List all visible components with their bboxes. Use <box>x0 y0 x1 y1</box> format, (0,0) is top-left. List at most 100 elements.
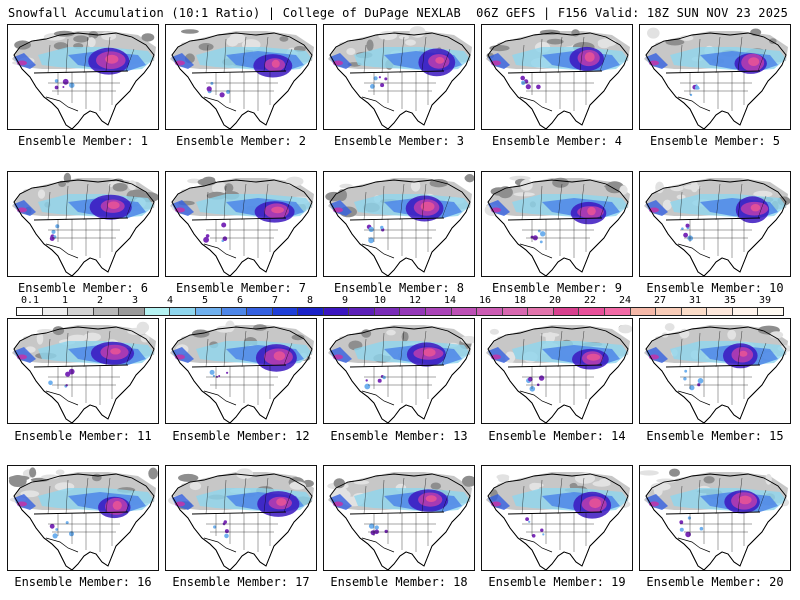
us-mexico-border <box>361 243 395 259</box>
peak-snow-core <box>110 348 121 355</box>
ensemble-panel <box>639 465 791 571</box>
colorbar-swatch <box>707 308 733 315</box>
mountain-snow-spot <box>536 383 540 387</box>
province-boundary <box>83 477 89 515</box>
snow-patch <box>73 35 89 43</box>
us-mexico-border <box>203 243 237 259</box>
snow-patch <box>405 39 416 46</box>
mountain-snow-spot <box>373 76 378 81</box>
province-boundary <box>47 191 51 221</box>
province-boundary <box>599 342 609 366</box>
snow-patch <box>285 176 304 187</box>
snow-patch <box>581 42 590 49</box>
province-boundary <box>381 479 385 515</box>
mountain-snow-spot <box>687 235 693 241</box>
snow-patch <box>53 42 68 50</box>
coastline <box>329 473 471 570</box>
ensemble-member-label: Ensemble Member: 16 <box>14 575 152 589</box>
mountain-snow-spot <box>51 229 56 234</box>
ensemble-map <box>8 172 158 276</box>
snow-patch <box>497 186 513 199</box>
peak-snow-core <box>420 201 435 212</box>
colorbar-swatch <box>502 308 529 315</box>
ensemble-member-label: Ensemble Member: 17 <box>172 575 310 589</box>
us-mexico-border <box>361 537 395 553</box>
us-mexico-border <box>677 390 711 406</box>
mountain-snow-spot <box>380 83 385 88</box>
mountain-snow-spot <box>210 81 214 85</box>
mountain-snow-spot <box>68 368 75 375</box>
province-boundary <box>381 185 385 221</box>
mountain-snow-spot <box>226 371 229 374</box>
snow-patch <box>386 329 396 336</box>
us-mexico-border <box>203 96 237 112</box>
province-boundary <box>263 477 269 513</box>
snow-patch <box>520 179 533 191</box>
ensemble-map <box>324 466 474 570</box>
us-canada-border <box>349 217 445 221</box>
us-canada-border <box>665 511 761 515</box>
snow-patch <box>178 473 199 482</box>
mountain-snow-spot <box>694 85 700 90</box>
mountain-snow-spot <box>540 528 544 532</box>
colorbar-tick: 18 <box>513 295 527 306</box>
ensemble-map <box>8 466 158 570</box>
snow-patch <box>211 182 228 194</box>
snow-patch <box>574 472 596 484</box>
colorbar-swatch <box>681 308 708 315</box>
ensemble-panel <box>165 171 317 277</box>
province-boundary <box>105 330 111 366</box>
coastline <box>487 179 629 276</box>
colorbar-tick: 31 <box>688 295 702 306</box>
us-canada-border <box>191 70 287 74</box>
province-boundary <box>363 191 367 221</box>
mountain-snow-spot <box>529 386 536 392</box>
mountain-snow-spot <box>687 516 691 520</box>
snow-patch <box>669 468 680 477</box>
mountain-snow-spot <box>65 371 71 377</box>
peak-snow-core <box>748 57 760 66</box>
mountain-snow-spot <box>536 84 541 90</box>
coastline <box>171 179 313 276</box>
ensemble-member-label: Ensemble Member: 5 <box>649 134 781 148</box>
mountain-snow-spot <box>54 85 59 90</box>
ensemble-map <box>8 319 158 423</box>
us-canada-border <box>33 70 129 74</box>
snow-patch <box>41 474 60 480</box>
peak-snow-core <box>271 206 284 214</box>
colorbar-swatch <box>374 308 401 315</box>
mountain-snow-spot <box>368 226 374 232</box>
us-mexico-border <box>677 96 711 112</box>
ensemble-member-label: Ensemble Member: 19 <box>488 575 626 589</box>
province-boundary <box>599 195 609 219</box>
ensemble-map <box>482 172 632 276</box>
province-boundary <box>205 191 209 221</box>
province-boundary <box>539 332 543 368</box>
us-mexico-border <box>45 243 79 259</box>
province-boundary <box>557 36 563 74</box>
ensemble-panel <box>323 24 475 130</box>
snow-patch <box>597 38 617 47</box>
snow-patch <box>339 183 353 189</box>
snow-patch <box>8 475 30 481</box>
snow-patch <box>236 468 254 479</box>
snow-patch <box>226 36 239 47</box>
province-boundary <box>539 185 543 221</box>
us-mexico-border <box>519 243 553 259</box>
snow-patch <box>112 182 128 192</box>
ensemble-panel <box>323 318 475 424</box>
snow-patch <box>509 175 531 181</box>
colorbar-swatch <box>451 308 478 315</box>
us-mexico-border <box>361 390 395 406</box>
run-info: 06Z GEFS | F156 Valid: 18Z SUN NOV 23 20… <box>476 6 788 20</box>
coastline <box>13 32 155 129</box>
province-boundary <box>205 485 209 515</box>
snow-patch <box>409 26 426 38</box>
mountain-snow-spot <box>684 369 688 373</box>
province-boundary <box>579 36 585 72</box>
province-boundary <box>757 342 767 366</box>
ensemble-panel <box>165 318 317 424</box>
peak-snow-core <box>271 59 280 68</box>
ensemble-member-label: Ensemble Member: 14 <box>488 429 626 443</box>
ensemble-panel <box>165 24 317 130</box>
